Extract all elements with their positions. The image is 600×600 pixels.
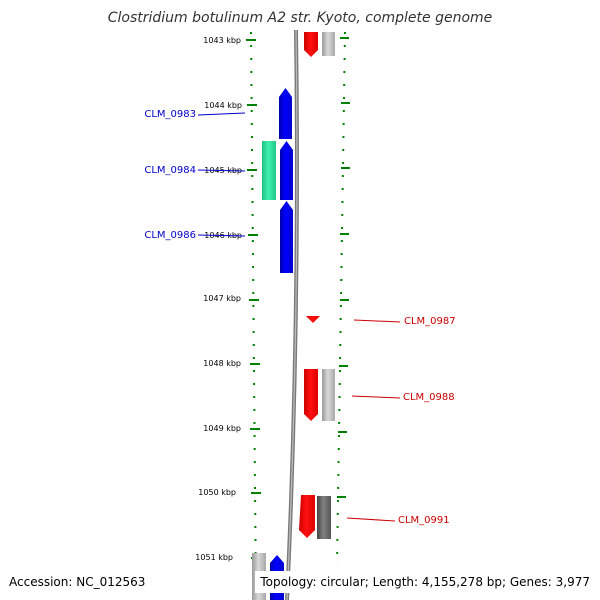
inner-track-guide — [250, 31, 257, 600]
accession-text: Accession: NC_012563 — [9, 575, 145, 589]
gene-label-clm-0988[interactable]: CLM_0988 — [403, 392, 455, 403]
gene-clm-0986[interactable] — [280, 201, 293, 273]
gene-clm-0983[interactable] — [279, 88, 292, 139]
left-major-ticks — [246, 39, 261, 559]
gene-top-red[interactable] — [304, 32, 318, 57]
gene-label-clm-0984[interactable]: CLM_0984 — [144, 165, 196, 176]
left-leader-lines — [197, 112, 246, 237]
tick-label: 1049 kbp — [203, 424, 241, 433]
gene-clm-0984-partner[interactable] — [280, 141, 293, 200]
tick-label: 1047 kbp — [203, 294, 241, 303]
tick-label: 1050 kbp — [198, 488, 236, 497]
outer-track-guide — [336, 31, 346, 566]
tick-label: 1051 kbp — [195, 553, 233, 562]
gene-label-clm-0991[interactable]: CLM_0991 — [398, 515, 450, 526]
gene-clm-0991[interactable] — [299, 495, 315, 538]
gene-label-clm-0983[interactable]: CLM_0983 — [144, 109, 196, 120]
tick-label: 1048 kbp — [203, 359, 241, 368]
gene-label-clm-0987[interactable]: CLM_0987 — [404, 316, 456, 327]
gene-top-gray[interactable] — [322, 32, 335, 56]
footer-backdrop — [255, 571, 600, 593]
gene-clm-0987[interactable] — [306, 316, 320, 323]
gene-clm-0988-gray[interactable] — [322, 369, 335, 421]
map-title: Clostridium botulinum A2 str. Kyoto, com… — [108, 10, 493, 26]
topology-text: Topology: circular; Length: 4,155,278 bp… — [259, 575, 590, 589]
gene-clm-0988[interactable] — [304, 369, 318, 421]
tick-label: 1043 kbp — [203, 36, 241, 45]
gene-clm-0991-gray[interactable] — [317, 496, 331, 539]
gene-label-clm-0986[interactable]: CLM_0986 — [144, 230, 196, 241]
right-major-ticks — [337, 37, 350, 498]
gene-clm-0984[interactable] — [262, 141, 276, 200]
right-leader-lines — [346, 319, 401, 522]
tick-label: 1044 kbp — [204, 101, 242, 110]
